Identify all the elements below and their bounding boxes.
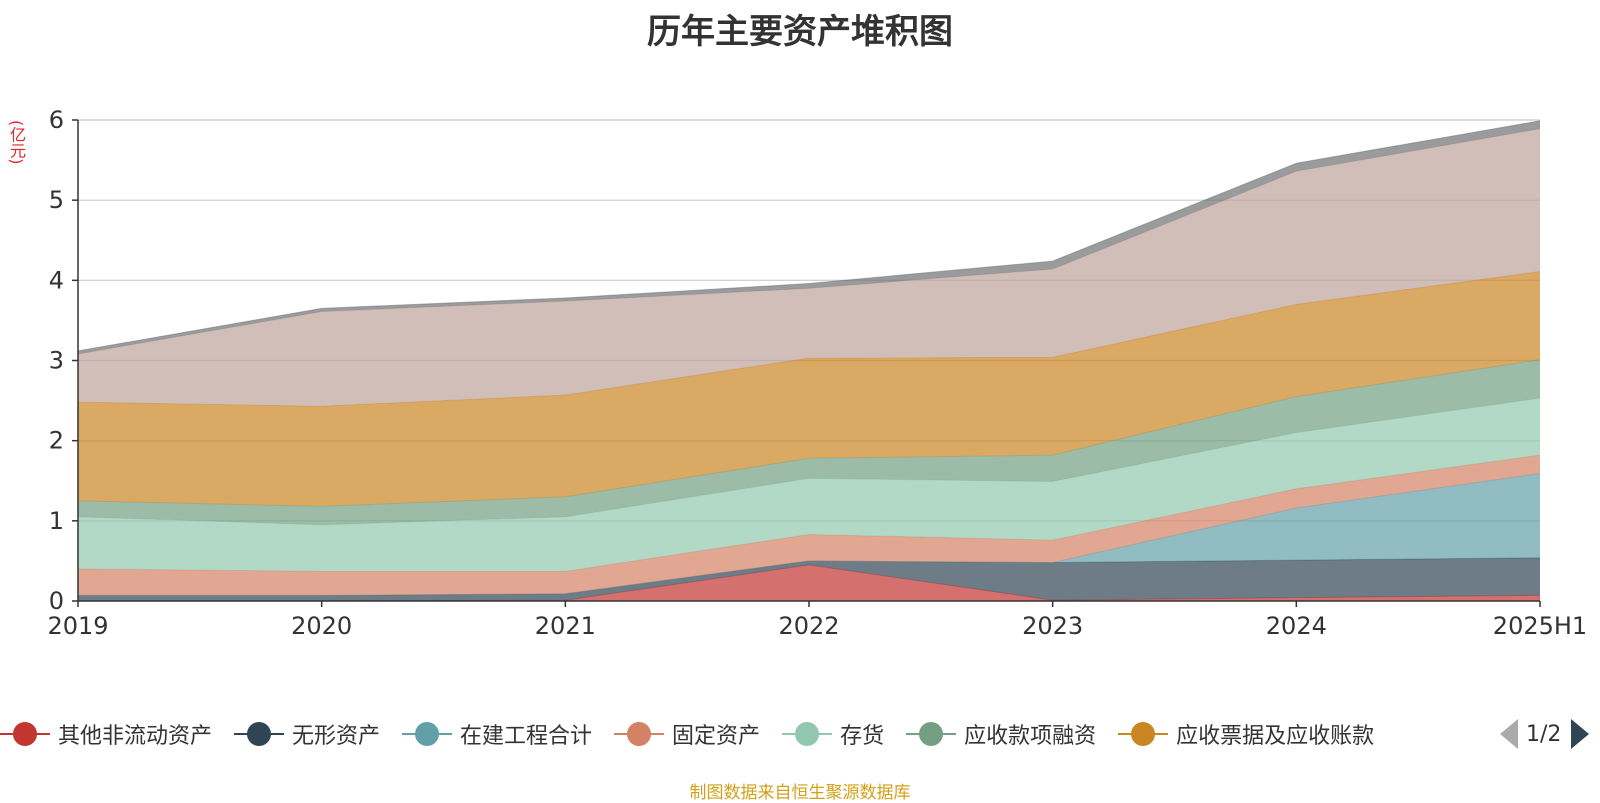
legend-item[interactable]: 应收票据及应收账款 xyxy=(1118,718,1374,750)
y-axis-unit: (亿元) xyxy=(7,120,26,165)
area-series xyxy=(78,557,1540,601)
y-tick-label: 2 xyxy=(49,427,64,455)
legend-prev-page-icon[interactable] xyxy=(1500,719,1518,749)
x-tick-label: 2025H1 xyxy=(1493,612,1587,640)
y-tick-label: 4 xyxy=(49,266,64,294)
area-series xyxy=(78,473,1540,596)
legend-marker-icon xyxy=(1118,720,1169,748)
legend-item[interactable]: 存货 xyxy=(782,718,884,750)
legend-item[interactable]: 其他非流动资产 xyxy=(0,718,212,750)
area-series xyxy=(78,271,1540,507)
stacked-area-chart: 0 1 2 3 4 5 6 2019 2020 2021 2022 2023 2024 2025H1 xyxy=(47,106,1587,640)
legend-label: 无形资产 xyxy=(292,724,381,749)
area-series xyxy=(78,455,1540,596)
area-series xyxy=(78,128,1540,407)
legend-item[interactable]: 无形资产 xyxy=(234,718,380,750)
legend-item[interactable]: 在建工程合计 xyxy=(402,718,592,750)
legend-label: 在建工程合计 xyxy=(460,724,593,749)
x-tick-label: 2022 xyxy=(778,612,839,640)
y-tick-label: 1 xyxy=(49,507,64,535)
legend-page-indicator: 1/2 xyxy=(1526,721,1562,747)
area-series xyxy=(78,398,1540,572)
legend-label: 固定资产 xyxy=(672,724,761,749)
legend-label: 存货 xyxy=(840,724,885,749)
area-series xyxy=(78,564,1540,601)
y-tick-label: 5 xyxy=(49,186,64,214)
legend-label: 应收票据及应收账款 xyxy=(1176,724,1375,749)
legend-label: 应收款项融资 xyxy=(964,724,1097,749)
y-tick-label: 0 xyxy=(49,587,64,615)
legend-pager: 1/2 xyxy=(1500,716,1590,752)
legend-label: 其他非流动资产 xyxy=(58,724,213,749)
series-line xyxy=(77,120,1541,352)
chart-legend: 其他非流动资产 无形资产 在建工程合计 固定资产 存货 应收款项融资 应收票据及应收账款 xyxy=(0,716,1600,752)
legend-marker-icon xyxy=(0,720,50,748)
legend-item[interactable]: 应收款项融资 xyxy=(906,718,1096,750)
data-source-note: 制图数据来自恒生聚源数据库 xyxy=(689,783,911,803)
y-tick-label: 3 xyxy=(49,347,64,375)
x-tick-label: 2019 xyxy=(47,612,108,640)
legend-marker-icon xyxy=(234,720,285,748)
x-tick-label: 2020 xyxy=(291,612,352,640)
legend-marker-icon xyxy=(614,720,665,748)
area-series xyxy=(78,359,1540,525)
chart-title: 历年主要资产堆积图 xyxy=(647,12,953,52)
x-tick-label: 2024 xyxy=(1266,612,1327,640)
y-tick-label: 6 xyxy=(49,106,64,134)
legend-marker-icon xyxy=(782,720,833,748)
legend-item[interactable]: 固定资产 xyxy=(614,718,760,750)
legend-next-page-icon[interactable] xyxy=(1571,719,1590,749)
x-tick-label: 2023 xyxy=(1022,612,1083,640)
legend-marker-icon xyxy=(906,720,957,748)
legend-marker-icon xyxy=(402,720,453,748)
x-tick-label: 2021 xyxy=(535,612,596,640)
